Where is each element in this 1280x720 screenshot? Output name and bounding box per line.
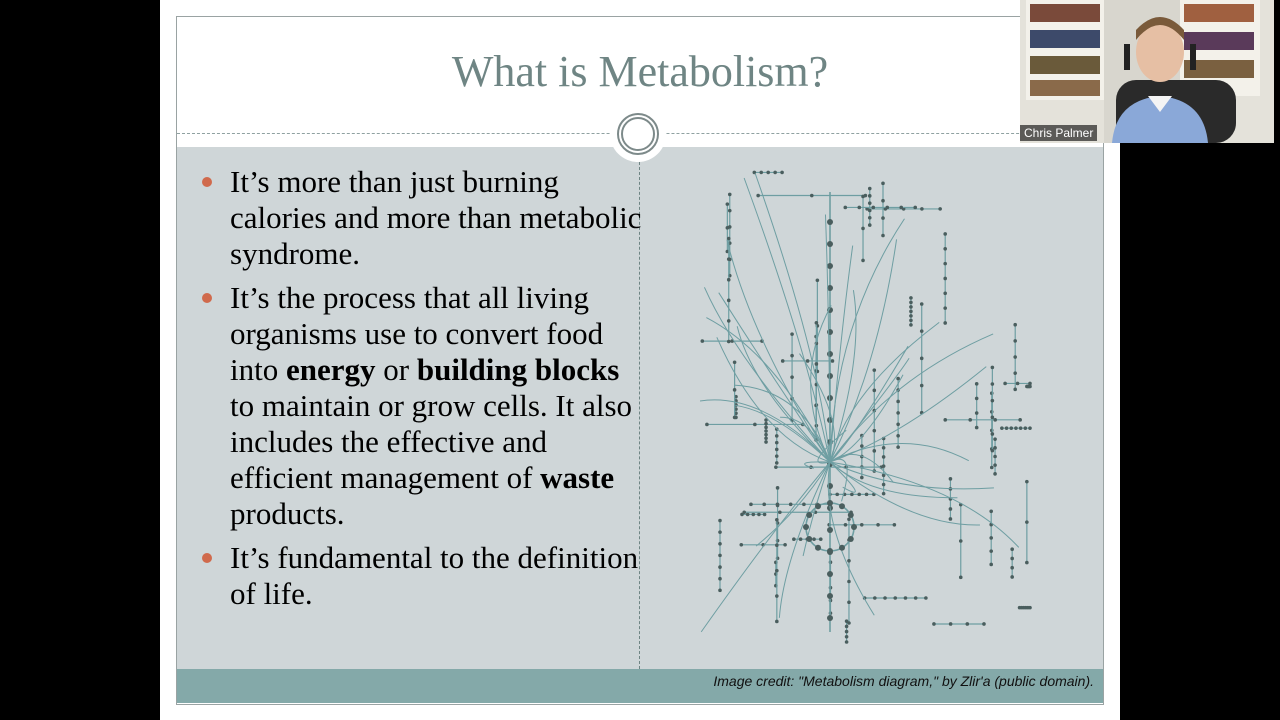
presentation-slide: What is Metabolism? It’s more than just … (160, 0, 1120, 720)
bullet-emphasis: building blocks (416, 352, 620, 387)
participant-video-tile[interactable]: Chris Palmer (1020, 0, 1274, 143)
bullet-text: or (375, 352, 417, 387)
bullet-text: to maintain or grow cells. It also inclu… (230, 388, 633, 495)
image-credit: Image credit: "Metabolism diagram," by Z… (713, 673, 1094, 689)
circle-ornament-icon (610, 106, 666, 162)
bullet-item: It’s more than just burning calories and… (202, 164, 650, 272)
metabolism-diagram-image (699, 170, 1032, 644)
bullet-text: It’s more than just burning calories and… (230, 164, 642, 271)
bullet-emphasis: waste (540, 460, 615, 495)
bullet-dot-icon (202, 553, 212, 563)
bullet-text: products. (230, 496, 345, 531)
bullet-item: It’s fundamental to the definition of li… (202, 540, 650, 612)
bullet-text: It’s fundamental to the definition of li… (230, 540, 639, 611)
bullet-text: It’s the process that all living organis… (230, 280, 604, 387)
bullet-list: It’s more than just burning calories and… (202, 164, 650, 620)
bullet-emphasis: energy (285, 352, 376, 387)
content-panel (177, 147, 1103, 669)
participant-name-label: Chris Palmer (1020, 125, 1098, 141)
footer-bar (177, 669, 1103, 703)
bullet-item: It’s the process that all living organis… (202, 280, 650, 532)
bullet-dot-icon (202, 293, 212, 303)
slide-title: What is Metabolism? (451, 47, 829, 96)
column-divider (639, 147, 640, 669)
bullet-dot-icon (202, 177, 212, 187)
webcam-feed-image (1020, 0, 1274, 143)
